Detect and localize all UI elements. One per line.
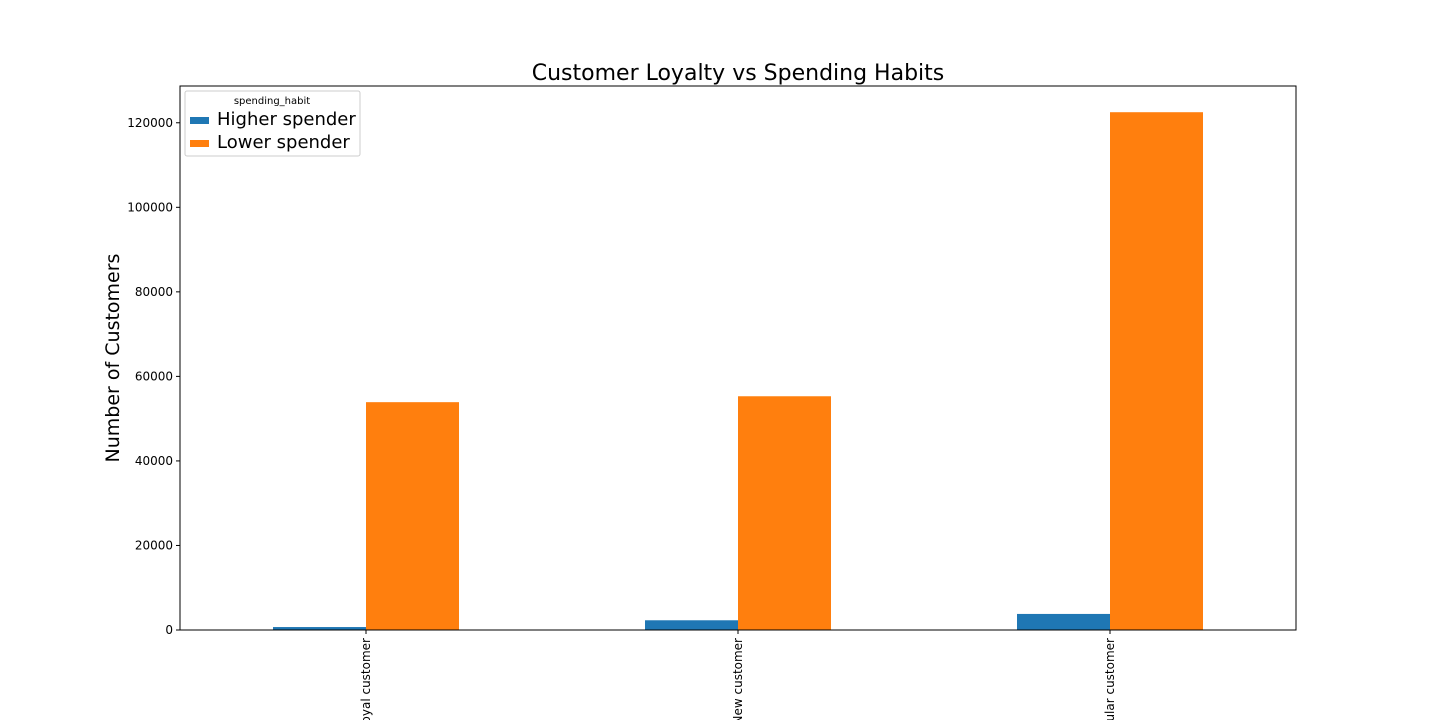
- legend-swatch-higher-spender: [190, 117, 209, 124]
- legend-label-higher-spender: Higher spender: [217, 109, 356, 130]
- legend-label-lower-spender: Lower spender: [217, 132, 350, 153]
- y-tick-label: 100000: [127, 200, 173, 214]
- legend-swatch-lower-spender: [190, 140, 209, 147]
- chart-title: Customer Loyalty vs Spending Habits: [532, 61, 945, 86]
- bar-higher-spender-new-customer: [645, 620, 738, 630]
- y-tick-label: 20000: [135, 538, 173, 552]
- x-tick-label-loyal-customer: Loyal customer: [359, 638, 373, 720]
- y-axis-label: Number of Customers: [102, 254, 124, 463]
- y-ticks: 0 20000 40000 60000 80000 100000 120000: [127, 116, 180, 637]
- legend-box: [184, 90, 361, 157]
- plot-frame: [179, 85, 1297, 631]
- x-tick-label-regular-customer: Regular customer: [1103, 638, 1117, 720]
- x-ticks: Loyal customer New customer Regular custom…: [359, 630, 1117, 720]
- y-tick-label: 60000: [135, 369, 173, 383]
- bar-higher-spender-loyal-customer: [273, 627, 366, 630]
- bar-lower-spender-regular-customer: [1110, 112, 1203, 631]
- x-tick-label-new-customer: New customer: [731, 638, 745, 720]
- y-tick-label: 120000: [127, 116, 173, 130]
- bar-lower-spender-loyal-customer: [366, 402, 459, 630]
- y-tick-label: 0: [165, 623, 173, 637]
- legend: spending_habit Higher spender Lower spen…: [184, 90, 361, 157]
- y-tick-label: 80000: [135, 285, 173, 299]
- y-tick-label: 40000: [135, 454, 173, 468]
- bar-lower-spender-new-customer: [738, 396, 831, 630]
- bar-higher-spender-regular-customer: [1017, 613, 1110, 630]
- bars-layer: [273, 112, 1203, 631]
- legend-title: spending_habit: [234, 96, 310, 107]
